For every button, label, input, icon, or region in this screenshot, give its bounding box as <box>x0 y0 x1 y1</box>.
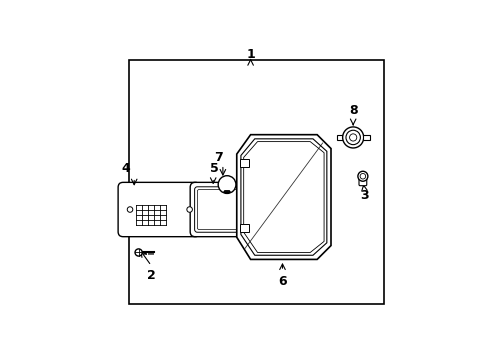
Text: 6: 6 <box>278 275 286 288</box>
Text: 2: 2 <box>147 269 156 282</box>
FancyBboxPatch shape <box>358 179 366 186</box>
Circle shape <box>342 127 363 148</box>
Polygon shape <box>243 141 324 252</box>
Text: 8: 8 <box>348 104 357 117</box>
Circle shape <box>359 174 365 179</box>
Circle shape <box>135 249 142 256</box>
Bar <box>362 135 369 140</box>
Text: 5: 5 <box>210 162 219 175</box>
Circle shape <box>349 134 356 141</box>
Polygon shape <box>224 191 230 192</box>
FancyBboxPatch shape <box>197 190 248 229</box>
Bar <box>240 225 248 232</box>
Bar <box>128 60 383 304</box>
Text: 3: 3 <box>359 189 368 202</box>
Circle shape <box>127 207 133 212</box>
Text: 4: 4 <box>121 162 130 175</box>
Circle shape <box>218 176 235 193</box>
Text: 1: 1 <box>246 48 254 61</box>
FancyBboxPatch shape <box>118 183 200 237</box>
Text: 7: 7 <box>214 151 223 164</box>
Polygon shape <box>241 139 326 255</box>
FancyBboxPatch shape <box>190 183 255 237</box>
Circle shape <box>346 130 360 145</box>
Polygon shape <box>236 135 330 260</box>
Bar <box>240 159 248 167</box>
Circle shape <box>186 207 192 212</box>
Circle shape <box>357 171 367 181</box>
FancyBboxPatch shape <box>194 187 251 232</box>
Bar <box>336 135 343 140</box>
